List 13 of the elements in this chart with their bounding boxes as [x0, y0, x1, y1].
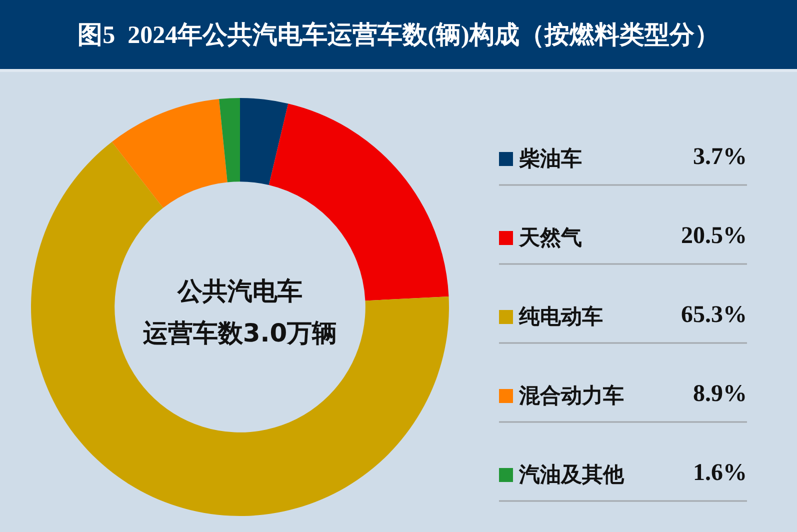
- text: 公共汽电车: [176, 276, 302, 306]
- legend-label: 纯电动车: [518, 304, 603, 328]
- data-label: 1.6%: [693, 460, 747, 486]
- data-label: 8.9%: [693, 381, 747, 408]
- legend-label: 天然气: [518, 225, 582, 250]
- data-label: 20.5%: [681, 223, 747, 250]
- text: 运营车数3.0万辆: [142, 318, 338, 348]
- legend-label: 混合动力车: [518, 383, 624, 408]
- legend-label: 柴油车: [519, 146, 582, 170]
- legend-label: 汽油及其他: [518, 462, 625, 486]
- data-label: 65.3%: [681, 302, 747, 328]
- chart-title: 图5 2024年公共汽电车运营车数(辆)构成（按燃料类型分）: [0, 0, 797, 72]
- data-label: 3.7%: [693, 144, 747, 170]
